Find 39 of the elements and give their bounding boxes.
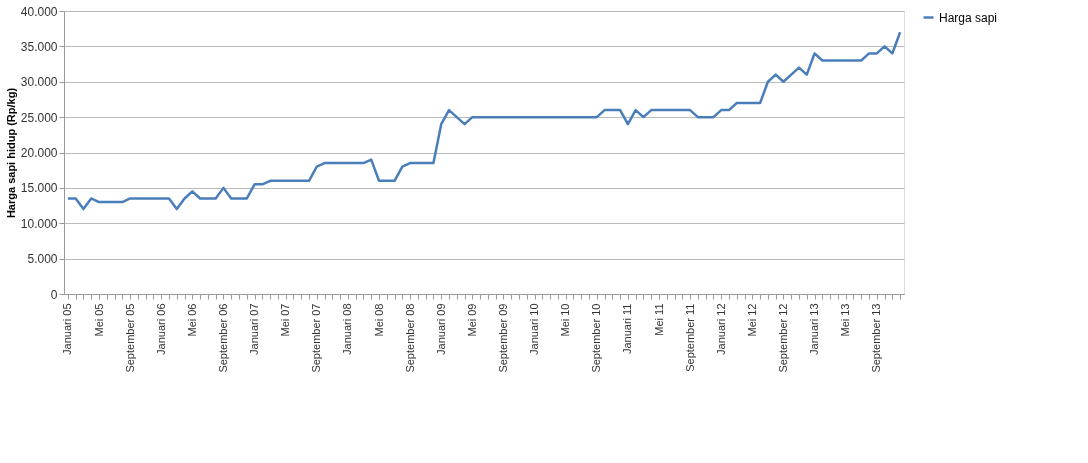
x-tick-label: September 06 [216, 303, 229, 373]
x-tick-label: Januari 13 [808, 303, 821, 355]
y-tick-label: 20.000 [20, 146, 58, 160]
x-tick-label: Januari 11 [621, 303, 634, 355]
y-tick-label: 35.000 [20, 39, 58, 54]
x-tick-label: Januari 06 [154, 303, 167, 355]
x-tick-label: Januari 10 [528, 303, 541, 355]
x-tick-label: Mei 10 [559, 303, 572, 337]
y-tick-label: 10.000 [20, 216, 58, 231]
x-tick-label: Januari 05 [61, 303, 74, 355]
x-tick-label: Januari 07 [248, 303, 261, 355]
x-tick-label: September 13 [870, 303, 883, 373]
y-tick-label: 40.000 [20, 4, 58, 19]
x-tick-label: September 11 [683, 303, 696, 372]
x-tick-label: Mei 07 [279, 303, 292, 337]
x-tick-label: Mei 09 [465, 303, 478, 337]
y-tick-label: 15.000 [20, 181, 58, 196]
x-tick-label: September 05 [123, 303, 136, 373]
x-tick-label: Mei 12 [745, 303, 758, 337]
x-tick-label: Mei 08 [372, 303, 385, 337]
y-tick-label: 0 [50, 287, 58, 302]
x-tick-label: Mei 13 [839, 303, 852, 337]
legend-label: Harga sapi [939, 10, 998, 25]
x-tick-label: September 08 [403, 303, 416, 373]
y-axis-title: Harga sapi hidup (Rp/kg) [4, 87, 17, 219]
x-tick-label: Mei 06 [185, 303, 198, 337]
y-tick-label: 30.000 [20, 75, 58, 90]
x-tick-label: Januari 09 [434, 303, 447, 355]
x-tick-label: Januari 12 [714, 303, 727, 355]
y-tick-label: 25.000 [20, 110, 58, 125]
x-tick-label: Mei 11 [652, 303, 665, 336]
x-tick-label: September 07 [310, 303, 323, 373]
x-tick-label: September 09 [496, 303, 509, 373]
y-tick-label: 5.000 [27, 252, 58, 267]
x-tick-label: September 12 [776, 303, 789, 373]
x-tick-label: September 10 [590, 303, 603, 373]
x-tick-label: Mei 05 [92, 303, 105, 337]
line-series [66, 30, 902, 211]
x-tick-label: Januari 08 [341, 303, 354, 355]
